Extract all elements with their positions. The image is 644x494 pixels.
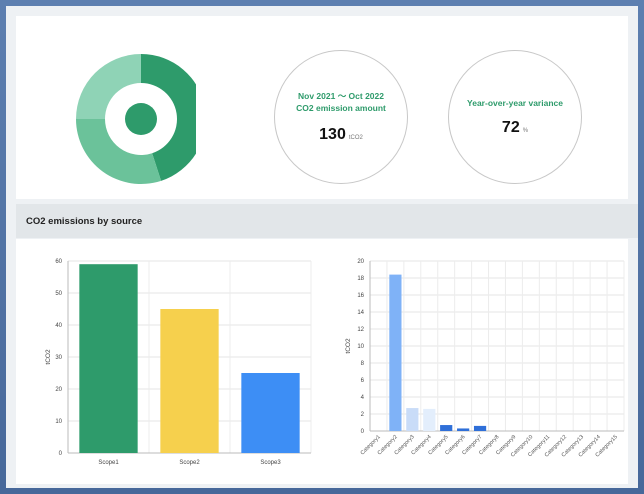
x-tick-label: Scope3 [260, 460, 281, 466]
emission-unit: tCO2 [348, 135, 363, 141]
donut-slice-3 [76, 54, 141, 119]
y-tick-label: 10 [55, 419, 62, 425]
category-bar-chart: 02468101214161820Category1Category2Categ… [345, 259, 625, 459]
dashboard-frame: Nov 2021 ～ Oct 2022 CO2 emission amount … [6, 6, 638, 488]
y-tick-label: 18 [357, 276, 364, 282]
variance-label: Year-over-year variance [467, 98, 563, 108]
bar-scope3 [241, 373, 300, 453]
bar-category6 [457, 428, 470, 431]
charts-panel: 0 10 20 30 40 50 60 Scope1 Scope2 Scope3 tCO2 0 2 4 6… [16, 239, 628, 484]
variance-value: 72 [501, 119, 520, 136]
donut-center [125, 103, 157, 135]
y-tick-label: 30 [55, 355, 62, 361]
y-tick-label: 40 [55, 323, 62, 329]
y-tick-label: 2 [361, 412, 365, 418]
x-tick-label: Scope2 [179, 460, 200, 466]
y-tick-label: 20 [55, 387, 62, 393]
y-tick-label: 8 [361, 361, 365, 367]
y-tick-label: 20 [357, 259, 364, 265]
bar-category3 [406, 408, 419, 431]
y-tick-label: 10 [357, 344, 364, 350]
emission-value: 130 [319, 126, 346, 143]
bar-category5 [440, 425, 453, 431]
y-tick-label: 6 [361, 378, 365, 384]
bar-scope1 [79, 264, 138, 453]
bar-category7 [473, 425, 487, 431]
scope-bar-chart: 0 10 20 30 40 50 60 Scope1 Scope2 Scope3 tCO2 [45, 259, 312, 466]
y-tick-label: 4 [361, 395, 365, 401]
period-label: Nov 2021 ～ Oct 2022 [298, 91, 384, 101]
bar-scope2 [160, 309, 219, 453]
y-tick-label: 14 [357, 310, 364, 316]
bar-category4 [423, 408, 436, 431]
variance-card: Year-over-year variance 72 % [448, 50, 582, 184]
variance-value-row: 72 % [502, 119, 528, 137]
y-tick-label: 16 [357, 293, 364, 299]
donut-slice-1 [141, 54, 206, 181]
y-tick-label: 0 [361, 429, 365, 435]
bar-category2 [389, 274, 402, 431]
variance-unit: % [522, 128, 529, 134]
y-tick-label: 12 [357, 327, 364, 333]
y-tick-label: 0 [59, 451, 63, 457]
emission-amount-label: CO2 emission amount [296, 103, 386, 113]
section-title: CO2 emissions by source [16, 204, 638, 238]
emission-value-row: 130 tCO2 [319, 126, 363, 144]
summary-panel: Nov 2021 ～ Oct 2022 CO2 emission amount … [16, 16, 628, 199]
y-tick-label: 50 [55, 291, 62, 297]
emission-amount-card: Nov 2021 ～ Oct 2022 CO2 emission amount … [274, 50, 408, 184]
y-tick-label: 60 [55, 259, 62, 265]
y-axis-label: tCO2 [345, 338, 352, 354]
donut-chart [76, 54, 206, 194]
donut-slice-2 [76, 119, 162, 184]
y-axis-label: tCO2 [45, 349, 52, 365]
x-tick-label: Scope1 [98, 460, 119, 466]
